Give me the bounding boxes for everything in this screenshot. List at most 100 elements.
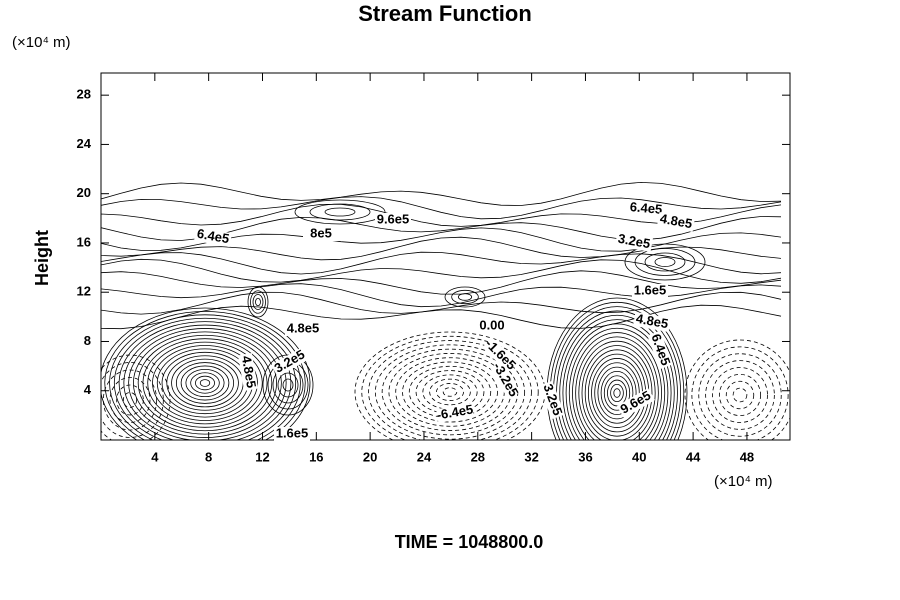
- contour-label: 6.4e5: [196, 226, 231, 246]
- label-bg: [375, 213, 411, 227]
- y-tick-label: 4: [84, 382, 92, 397]
- label-bg: [632, 284, 668, 298]
- contour-line: [180, 365, 230, 401]
- contour-line: [600, 371, 634, 415]
- contour-line: [195, 375, 215, 391]
- contour-line: [102, 369, 158, 431]
- contour-line: [644, 252, 686, 272]
- contour-line: [562, 319, 672, 440]
- contour-line: [199, 379, 211, 387]
- contour-line: [705, 360, 775, 430]
- x-unit: (×10⁴ m): [714, 473, 773, 490]
- contour-line: [147, 341, 263, 425]
- contour-line: [101, 196, 782, 220]
- contour-line: [457, 293, 473, 301]
- contour-line: [101, 227, 782, 252]
- contour-line: [578, 340, 656, 440]
- x-tick-label: 16: [309, 449, 323, 464]
- contour-line: [101, 354, 171, 440]
- contour-line: [565, 323, 669, 440]
- contour-line: [442, 387, 458, 397]
- contour-label: 1.6e5: [634, 282, 667, 297]
- x-tick-label: 36: [578, 449, 592, 464]
- contour-line: [374, 344, 526, 440]
- x-tick-label: 28: [471, 449, 485, 464]
- contour-line: [137, 334, 273, 432]
- contour-line: [691, 346, 789, 440]
- contour-line: [732, 387, 748, 403]
- label-bg: [274, 427, 310, 441]
- y-tick-label: 20: [77, 185, 91, 200]
- contour-label: 4.8e5: [239, 354, 259, 389]
- contour-label: 1.6e5: [276, 425, 309, 440]
- contour-line: [712, 367, 768, 423]
- contour-line: [444, 286, 486, 308]
- x-tick-label: 8: [205, 449, 212, 464]
- contour-line: [247, 286, 269, 318]
- contour-label: 8e5: [310, 225, 332, 240]
- label-bg: [303, 227, 339, 241]
- contour-line: [451, 289, 479, 305]
- contour-line: [613, 388, 621, 398]
- label-bg: [615, 231, 653, 253]
- footer: TIME = 1048800.0: [395, 532, 544, 552]
- contour-line: [594, 362, 640, 424]
- contour-line: [152, 345, 258, 421]
- contour-line: [436, 383, 464, 401]
- contour-label: 0.00: [479, 317, 504, 332]
- contour-line: [684, 339, 790, 440]
- contour-label: 3.2e5: [617, 231, 652, 251]
- contour-line: [277, 372, 299, 398]
- contour-line: [101, 236, 782, 261]
- y-tick-label: 16: [77, 234, 91, 249]
- contour-label: -3.2e5: [490, 360, 521, 399]
- contour-label: -6.4e5: [435, 401, 474, 422]
- contour-line: [185, 368, 225, 398]
- contour-line: [610, 383, 624, 403]
- contour-line: [104, 311, 306, 440]
- label-bg: [616, 387, 656, 419]
- label-bg: [194, 226, 232, 248]
- contour-line: [101, 307, 311, 440]
- y-tick-label: 24: [77, 136, 92, 151]
- contour-line: [101, 251, 782, 275]
- contour-line: [190, 372, 220, 394]
- contour-line: [429, 378, 471, 406]
- label-bg: [633, 311, 671, 333]
- x-tick-label: 20: [363, 449, 377, 464]
- contour-line: [718, 373, 762, 417]
- label-bg: [436, 402, 474, 424]
- contour-line: [252, 294, 264, 310]
- contour-line: [568, 327, 666, 440]
- contour-line: [128, 328, 282, 438]
- contour-line: [133, 331, 277, 435]
- contour-line: [654, 257, 676, 267]
- contour-label: 4.8e5: [287, 320, 320, 335]
- x-tick-label: 12: [255, 449, 269, 464]
- x-tick-label: 40: [632, 449, 646, 464]
- y-tick-label: 28: [77, 87, 91, 102]
- contour-line: [101, 291, 782, 315]
- contour-line: [294, 199, 386, 225]
- contour-line: [698, 353, 782, 437]
- contour-label: 4.8e5: [659, 211, 694, 231]
- x-tick-label: 48: [740, 449, 754, 464]
- label-bg: [285, 322, 321, 336]
- contour-line: [575, 336, 659, 440]
- contour-line: [361, 335, 539, 440]
- chart-title: Stream Function: [358, 1, 532, 26]
- contour-label: 9.6e5: [377, 211, 410, 226]
- contour-line: [402, 361, 498, 423]
- y-tick-label: 8: [84, 333, 91, 348]
- x-tick-label: 24: [417, 449, 432, 464]
- contour-line: [368, 340, 532, 440]
- contour-line: [175, 362, 235, 404]
- contour-line: [725, 380, 755, 410]
- label-bg: [474, 319, 510, 333]
- label-bg: [627, 200, 665, 218]
- contour-line: [250, 290, 266, 314]
- label-bg: [647, 330, 673, 370]
- contour-line: [166, 355, 244, 411]
- y-tick-label: 12: [77, 284, 91, 299]
